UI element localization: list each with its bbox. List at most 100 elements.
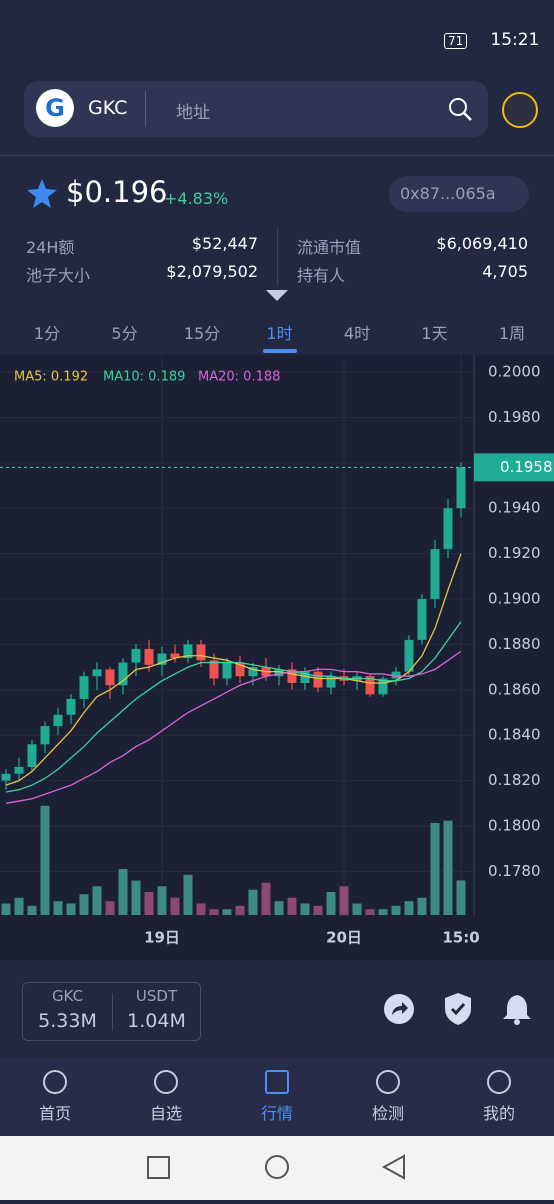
volume-bar: [456, 880, 466, 915]
candle-body: [118, 662, 128, 686]
chain-icon[interactable]: [502, 92, 538, 128]
candle-body: [235, 662, 245, 677]
nav-label[interactable]: 行情: [260, 1104, 293, 1123]
candle-body: [170, 653, 180, 659]
time-tab[interactable]: 1天: [421, 324, 448, 343]
legend-entry: MA5: 0.192: [14, 370, 88, 385]
volume-bar: [157, 886, 167, 915]
candle-body: [287, 669, 297, 684]
clock: 15:21: [490, 30, 540, 50]
battery: 71: [444, 33, 468, 49]
volume-bar: [79, 894, 89, 915]
nav-label[interactable]: 我的: [482, 1104, 515, 1123]
nav-icon[interactable]: [265, 1070, 289, 1094]
candle-body: [248, 667, 258, 677]
nav-label[interactable]: 检测: [371, 1104, 404, 1123]
bell-icon[interactable]: [502, 993, 532, 1025]
stat-label: 持有人: [297, 266, 346, 285]
nav-label[interactable]: 自选: [149, 1104, 182, 1123]
candle-body: [430, 549, 440, 600]
volume-bar: [209, 909, 219, 915]
volume-bar: [27, 905, 37, 915]
candle-body: [66, 698, 76, 715]
volume-bar: [339, 886, 349, 915]
volume-bar: [183, 874, 193, 915]
volume-bar: [66, 903, 76, 915]
shield-icon[interactable]: [443, 992, 473, 1026]
candle-body: [456, 467, 466, 509]
volume-bar: [235, 905, 245, 915]
candle-body: [157, 653, 167, 665]
price-change: +4.83%: [164, 189, 229, 208]
nav-icon[interactable]: [43, 1070, 67, 1094]
y-tick-label: 0.1800: [488, 817, 541, 835]
volume-bar: [313, 905, 323, 915]
volume-bar: [196, 903, 206, 915]
candle-body: [365, 676, 375, 695]
candle-body: [300, 671, 310, 684]
share-icon[interactable]: [383, 993, 415, 1025]
y-tick-label: 0.1900: [488, 590, 541, 608]
volume-bar: [287, 897, 297, 915]
time-tab[interactable]: 1周: [498, 324, 526, 343]
candle-body: [417, 599, 427, 640]
candle-body: [40, 726, 50, 745]
time-tab[interactable]: 4时: [343, 324, 371, 343]
volume-bar: [326, 892, 336, 915]
last-price-box: [474, 453, 554, 482]
volume-bar: [365, 909, 375, 915]
volume-bar: [248, 889, 258, 915]
nav-icon[interactable]: [487, 1070, 511, 1094]
nav-bar: 首页 自选 行情 检测 我的: [0, 1058, 554, 1136]
y-tick-label: 0.1820: [488, 771, 541, 789]
candle-body: [222, 662, 232, 679]
time-tab[interactable]: 1时: [266, 324, 293, 343]
candle-body: [313, 671, 323, 688]
contract-address[interactable]: 0x87...065a: [389, 176, 529, 212]
candle-body: [443, 508, 453, 550]
volume-bar: [40, 805, 50, 915]
candle-body: [209, 660, 219, 679]
y-tick-label: 0.1860: [488, 680, 541, 698]
volume-bar: [417, 897, 427, 915]
y-tick-label: 0.1980: [488, 408, 541, 426]
time-tab[interactable]: 5分: [111, 324, 138, 343]
nav-label[interactable]: 首页: [38, 1104, 71, 1123]
y-tick-label: 0.1780: [488, 862, 541, 880]
nav-icon[interactable]: [376, 1070, 400, 1094]
search-icon[interactable]: [448, 97, 474, 123]
candle-body: [183, 644, 193, 659]
y-tick-label: 0.1940: [488, 499, 541, 517]
legend-entry: MA10: 0.189: [103, 370, 185, 385]
volume-bar: [14, 897, 24, 915]
x-tick-label: 19日: [144, 929, 180, 947]
candle-body: [144, 648, 154, 665]
volume-bar: [222, 909, 232, 915]
candle-body: [105, 669, 115, 686]
y-tick-label: 0.1920: [488, 544, 541, 562]
search-bar[interactable]: G GKC 地址: [24, 81, 488, 137]
favorite-star[interactable]: [26, 178, 58, 210]
last-price-label: 0.1958: [500, 458, 553, 476]
candle-chart: 0.20000.19800.19600.19400.19200.19000.18…: [0, 355, 554, 960]
candle-body: [391, 671, 401, 679]
volume-bar: [105, 901, 115, 915]
ma-line: [5, 621, 462, 793]
ma-line: [5, 553, 462, 786]
volume-bar: [274, 901, 284, 915]
system-buttons[interactable]: [0, 1136, 554, 1200]
candle-body: [1, 773, 11, 781]
candle-body: [196, 644, 206, 661]
candle-body: [378, 678, 388, 695]
y-tick-label: 0.2000: [488, 363, 541, 381]
x-tick-label: 20日: [326, 929, 362, 947]
pool-label: GKC: [51, 987, 84, 1005]
volume-bar: [118, 869, 128, 915]
expand-arrow[interactable]: [266, 290, 288, 302]
time-tab[interactable]: 1分: [33, 324, 61, 343]
system-nav: [0, 1136, 554, 1200]
time-tab[interactable]: 15分: [183, 324, 221, 343]
nav-icon[interactable]: [154, 1070, 178, 1094]
stat-value: $52,447: [191, 234, 258, 253]
